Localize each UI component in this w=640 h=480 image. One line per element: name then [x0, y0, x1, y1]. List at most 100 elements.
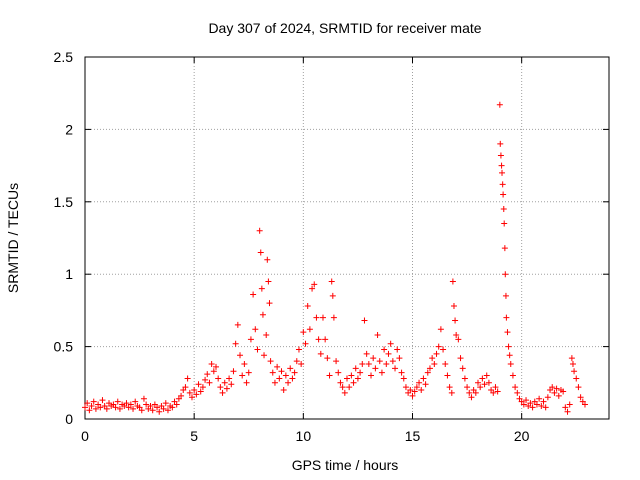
data-point	[188, 394, 195, 401]
data-point	[492, 384, 499, 391]
y-tick-label: 0.5	[54, 339, 74, 355]
data-point	[143, 401, 150, 408]
data-point	[127, 401, 134, 408]
data-point	[396, 355, 403, 362]
data-point	[564, 408, 571, 415]
x-tick-label: 15	[405, 428, 421, 444]
data-point	[346, 384, 353, 391]
data-point	[506, 352, 513, 359]
data-point	[498, 162, 505, 169]
data-point	[407, 387, 414, 394]
data-point	[86, 407, 93, 414]
data-point	[254, 346, 261, 353]
data-point	[287, 365, 294, 372]
data-point	[389, 358, 396, 365]
data-point	[500, 191, 507, 198]
data-point	[193, 391, 200, 398]
data-point	[352, 365, 359, 372]
data-point	[490, 389, 497, 396]
data-point	[280, 387, 287, 394]
data-point	[293, 358, 300, 365]
data-point	[184, 375, 191, 382]
data-point	[551, 389, 558, 396]
data-point	[575, 384, 582, 391]
data-point	[497, 140, 504, 147]
data-point	[485, 379, 492, 386]
data-point	[265, 278, 272, 285]
data-point	[359, 360, 366, 367]
data-point	[92, 405, 99, 412]
data-point	[103, 405, 110, 412]
data-point	[411, 388, 418, 395]
data-point	[278, 368, 285, 375]
data-point	[326, 372, 333, 379]
x-tick-label: 10	[296, 428, 312, 444]
chart-title: Day 307 of 2024, SRMTID for receiver mat…	[208, 20, 481, 36]
data-point	[348, 372, 355, 379]
data-point	[337, 379, 344, 386]
data-point	[555, 392, 562, 399]
data-point	[123, 400, 130, 407]
data-point	[494, 388, 501, 395]
data-point	[210, 368, 217, 375]
data-point	[263, 332, 270, 339]
data-point	[566, 401, 573, 408]
data-point	[483, 372, 490, 379]
data-point	[199, 384, 206, 391]
data-point	[206, 379, 213, 386]
data-point	[319, 314, 326, 321]
data-point	[306, 326, 313, 333]
data-point	[457, 355, 464, 362]
data-point	[202, 376, 209, 383]
data-point	[291, 369, 298, 376]
data-point	[221, 379, 228, 386]
data-point	[295, 346, 302, 353]
data-point	[502, 271, 509, 278]
data-point	[140, 395, 147, 402]
data-point	[429, 355, 436, 362]
data-point	[116, 405, 123, 412]
data-point	[381, 346, 388, 353]
data-point	[147, 402, 154, 409]
data-point	[378, 369, 385, 376]
data-point	[477, 384, 484, 391]
data-point	[500, 206, 507, 213]
data-point	[257, 249, 264, 256]
data-point	[256, 227, 263, 234]
data-point	[569, 360, 576, 367]
data-point	[573, 375, 580, 382]
data-point	[553, 385, 560, 392]
data-point	[335, 369, 342, 376]
data-point	[271, 379, 278, 386]
data-point	[258, 285, 265, 292]
data-point	[169, 404, 176, 411]
data-points	[82, 101, 588, 415]
y-axis-ticks: 0 0.5 1 1.5 2 2.5	[54, 49, 609, 427]
data-point	[322, 336, 329, 343]
data-point	[571, 368, 578, 375]
data-point	[239, 372, 246, 379]
data-point	[282, 372, 289, 379]
data-point	[154, 404, 161, 411]
data-point	[234, 321, 241, 328]
data-point	[433, 350, 440, 357]
data-point	[512, 384, 519, 391]
data-point	[431, 360, 438, 367]
data-point	[99, 397, 106, 404]
data-point	[527, 400, 534, 407]
data-point	[97, 404, 104, 411]
x-tick-label: 20	[514, 428, 530, 444]
data-point	[501, 220, 508, 227]
data-point	[385, 350, 392, 357]
data-point	[549, 384, 556, 391]
x-axis-ticks: 0 5 10 15 20	[81, 57, 530, 444]
data-point	[418, 387, 425, 394]
data-point	[217, 384, 224, 391]
data-point	[114, 398, 121, 405]
data-point	[505, 343, 512, 350]
data-point	[499, 169, 506, 176]
data-point	[195, 381, 202, 388]
data-point	[266, 300, 273, 307]
data-point	[267, 358, 274, 365]
y-tick-label: 0	[65, 411, 73, 427]
